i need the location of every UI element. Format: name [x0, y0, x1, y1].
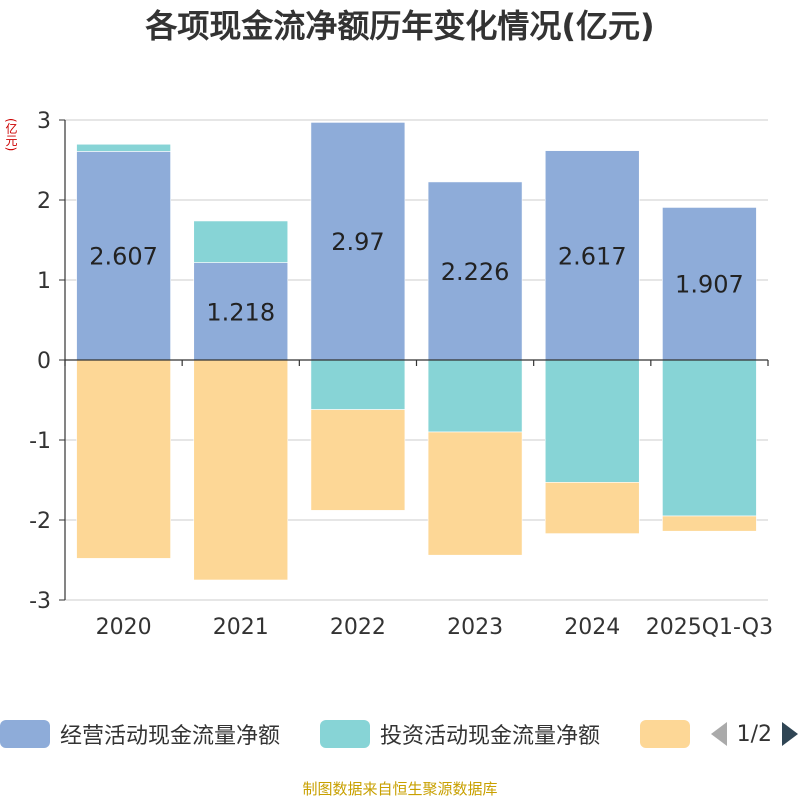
legend-label-operating: 经营活动现金流量净额: [60, 724, 281, 749]
x-tick-label: 2024: [564, 615, 620, 640]
bar-investing-2024[interactable]: [544, 359, 640, 483]
bar-investing-2025Q1-Q3[interactable]: [662, 359, 757, 517]
chart-title: 各项现金流净额历年变化情况(亿元): [145, 7, 655, 45]
bar-investing-2022[interactable]: [310, 359, 406, 410]
bar-operating-2024[interactable]: [544, 150, 640, 361]
legend-prev-icon[interactable]: [709, 720, 729, 748]
legend-item-financing[interactable]: [640, 716, 700, 752]
y-axis-label: (亿元): [4, 118, 18, 152]
bar-financing-2022[interactable]: [310, 409, 406, 511]
source-note: 制图数据来自恒生聚源数据库: [302, 780, 498, 798]
legend-page-indicator: 1/2: [736, 721, 772, 747]
data-label: 2.617: [558, 242, 627, 270]
y-tick-label: -1: [29, 429, 51, 454]
bar-operating-2025Q1-Q3[interactable]: [662, 207, 757, 361]
bar-operating-2023[interactable]: [427, 181, 523, 361]
legend-swatch-operating: [0, 720, 50, 748]
y-tick-label: 0: [37, 349, 51, 374]
bar-financing-2021[interactable]: [193, 359, 289, 581]
data-label: 2.607: [89, 243, 158, 271]
bar-financing-2024[interactable]: [544, 482, 640, 534]
legend-next-icon[interactable]: [780, 720, 800, 748]
bar-operating-2020[interactable]: [76, 151, 171, 361]
x-tick-label: 2022: [330, 615, 386, 640]
x-tick-label: 2025Q1-Q3: [646, 615, 773, 640]
legend-label-investing: 投资活动现金流量净额: [380, 724, 601, 749]
data-label: 1.907: [675, 271, 744, 299]
legend-pager: 1/2: [709, 716, 800, 752]
legend-item-investing[interactable]: 投资活动现金流量净额: [320, 716, 600, 752]
x-tick-label: 2021: [213, 615, 269, 640]
bar-investing-2023[interactable]: [427, 359, 523, 433]
bar-investing-2021[interactable]: [193, 220, 289, 263]
legend-swatch-financing: [640, 720, 690, 748]
legend-item-operating[interactable]: 经营活动现金流量净额: [0, 716, 280, 752]
y-tick-label: 2: [37, 189, 51, 214]
x-tick-label: 2023: [447, 615, 503, 640]
legend: 经营活动现金流量净额 投资活动现金流量净额 1/2: [0, 716, 800, 756]
chart-canvas: -3 -2 -1 0 1 2 3 2.607 2020 1.218 2021 2.97 2022 2.22…: [29, 109, 773, 640]
data-label: 1.218: [206, 298, 275, 326]
bar-operating-2021[interactable]: [193, 262, 289, 361]
y-tick-label: -2: [29, 509, 51, 534]
bar-financing-2020[interactable]: [76, 359, 171, 559]
y-tick-label: -3: [29, 589, 51, 614]
bar-investing-2020[interactable]: [76, 143, 171, 152]
y-tick-label: 3: [37, 109, 51, 134]
legend-swatch-investing: [320, 720, 370, 748]
y-tick-label: 1: [37, 269, 51, 294]
x-tick-label: 2020: [96, 615, 152, 640]
bar-financing-2025Q1-Q3[interactable]: [662, 515, 757, 532]
data-label: 2.97: [331, 228, 384, 256]
data-label: 2.226: [441, 258, 510, 286]
bar-financing-2023[interactable]: [427, 431, 523, 556]
